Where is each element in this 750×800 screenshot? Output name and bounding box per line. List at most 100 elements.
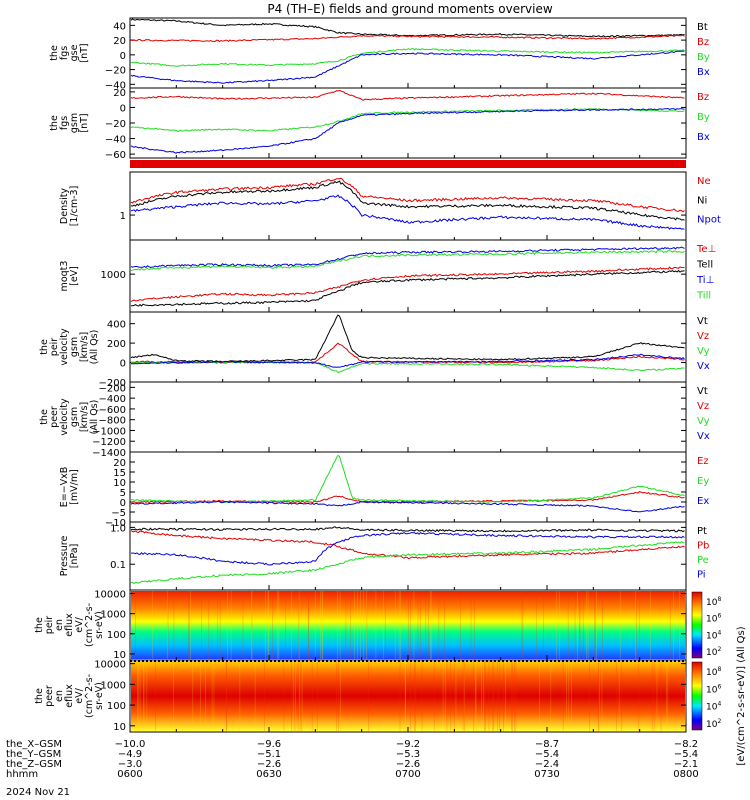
y-axis-label-line: eV/	[74, 687, 85, 703]
ephemeris-value: −2.6	[396, 759, 420, 770]
y-axis-label-line: [eV]	[69, 266, 80, 286]
y-axis-label-line: en	[54, 690, 65, 702]
y-axis-label-line: gsm	[69, 407, 80, 427]
series-line-By	[130, 47, 685, 68]
legend-entry: Vx	[697, 361, 710, 372]
panel-peir_velocity: 400 200 0 −200 the peir velocity gsm [km/s] (All …	[39, 311, 710, 389]
y-axis-label: the peer en eflux eV/(cm^2-s-sr-eV)	[34, 674, 105, 718]
y-axis-label-line: eflux	[64, 684, 75, 708]
colorbar-tick-label: 102	[706, 718, 721, 730]
y-axis-label-line: moqt3	[59, 261, 70, 292]
series-line-Tell	[131, 269, 685, 307]
series-line-Te⊥	[130, 266, 685, 302]
panel-moments_temp: 1000 moqt3 [eV] Te⊥ Tell Ti⊥ Till	[59, 239, 716, 313]
y-axis-label-line: [km/s]	[79, 402, 90, 432]
series-line-Ey	[130, 454, 685, 504]
series-line-Vt	[130, 314, 685, 363]
y-axis-label-line: gse	[69, 44, 80, 61]
panel-flag	[130, 160, 686, 168]
spectrogram-image	[131, 661, 685, 731]
legend-entry: Till	[696, 291, 711, 302]
y-axis-label-line: Pressure	[59, 536, 70, 577]
series-line-Vx	[130, 353, 685, 368]
legend-entry: Vy	[697, 416, 710, 427]
panel-peer_eflux: 108 106 104 102 [eV/(cm^2-s-sr-eV)] (All Qs)…	[34, 626, 747, 765]
y-axis-label: the fgs gse [nT]	[49, 43, 90, 62]
panel-frame	[129, 521, 687, 591]
series-line-Till	[130, 250, 685, 272]
y-tick-label: −20	[105, 119, 126, 130]
ephemeris-value: −4.9	[118, 749, 142, 760]
legend-entry: Pe	[697, 555, 709, 566]
y-axis-label: moqt3 [eV]	[59, 261, 80, 292]
legend: Ez Ey Ex	[697, 456, 709, 507]
legend-entry: Bx	[697, 67, 710, 78]
legend-entry: Vx	[697, 431, 710, 442]
ephemeris-row-label: thе_Y–GSM	[6, 749, 61, 760]
legend-entry: Pt	[697, 526, 707, 537]
panel-fgs_gse: 40 20 0 −20 −40 the fgs gse [nT] Bt Bz By Bx	[49, 17, 710, 91]
y-axis-label-line: sr-eV)	[94, 682, 105, 710]
series-line-Pb	[130, 530, 685, 560]
y-tick-label: 0	[120, 51, 126, 62]
legend: Bz By Bx	[697, 92, 710, 143]
y-axis-label: E=−VxB [mV/m]	[59, 467, 80, 508]
panel-fgs_gsm: 20 0 −20 −40 −60 the fgs gsm [nT] Bz By Bx	[49, 87, 710, 161]
series-line-Vz	[130, 342, 685, 364]
series-line-Ne	[130, 177, 685, 213]
colorbar-label: [eV/(cm^2-s-sr-eV)] (All Qs)	[736, 626, 747, 765]
legend-entry: Ez	[697, 456, 709, 467]
y-tick-label: −400	[99, 394, 126, 405]
ephemeris-value: −5.4	[674, 749, 698, 760]
legend: Vt Vz Vy Vx	[697, 316, 710, 372]
ephemeris-value: 0700	[395, 769, 420, 780]
legend: Pt Pb Pe Pi	[697, 526, 709, 581]
y-tick-label: 200	[107, 339, 126, 350]
y-axis-label: the peir velocity gsm [km/s] (All Qs)	[39, 328, 100, 366]
y-tick-label: 0.1	[110, 560, 126, 571]
series-line-Ex	[130, 500, 685, 513]
y-tick-label: 1000	[101, 270, 126, 281]
y-tick-label: −60	[105, 150, 126, 161]
y-axis-label-line: [nT]	[79, 113, 90, 132]
y-tick-label: −10	[105, 518, 126, 529]
series-line-Ez	[130, 491, 685, 504]
y-axis-label: the peir en eflux eV/(cm^2-s-sr-eV)	[34, 603, 105, 647]
legend: Te⊥ Tell Ti⊥ Till	[696, 244, 716, 302]
legend-entry: Bx	[697, 132, 710, 143]
y-axis-label-line: (cm^2-s-	[84, 603, 95, 647]
legend-entry: Vt	[697, 386, 708, 397]
ephemeris-value: −5.3	[396, 749, 420, 760]
legend: Bt Bz By Bx	[697, 22, 710, 78]
y-axis-label: Density [1/cm-3]	[59, 186, 80, 227]
y-axis-label-line: velocity	[59, 398, 70, 436]
series-line-Bx	[130, 50, 685, 84]
panel-frame	[129, 451, 687, 523]
y-tick-label: −200	[99, 378, 126, 389]
y-tick-label: 0	[120, 359, 126, 370]
panel-pressure: 1.0 0.1 Pressure [nPa] Pt Pb Pe Pi	[59, 521, 709, 591]
legend-entry: Vt	[697, 316, 708, 327]
ephemeris-value: 0630	[256, 769, 281, 780]
y-axis-label-line: Density	[59, 188, 70, 224]
y-axis-label-line: (All Qs)	[89, 400, 100, 435]
series-line-Bt	[130, 18, 685, 38]
y-axis-label: Pressure [nPa]	[59, 536, 80, 577]
y-axis-label-line: the	[39, 409, 50, 425]
y-tick-label: −40	[105, 135, 126, 146]
y-tick-label: 0	[120, 498, 126, 509]
spectrogram-image	[131, 591, 685, 659]
y-tick-label: 10	[113, 650, 126, 661]
y-tick-label: 10	[113, 478, 126, 489]
ephemeris-row-label: thе_Z–GSM	[6, 759, 62, 770]
y-axis-label-line: sr-eV)	[94, 611, 105, 639]
y-axis-label-line: the	[49, 45, 60, 61]
y-tick-label: 20	[113, 458, 126, 469]
ephemeris-value: −3.0	[118, 759, 142, 770]
series-line-Bz	[130, 34, 685, 43]
y-axis-label-line: eflux	[64, 613, 75, 637]
